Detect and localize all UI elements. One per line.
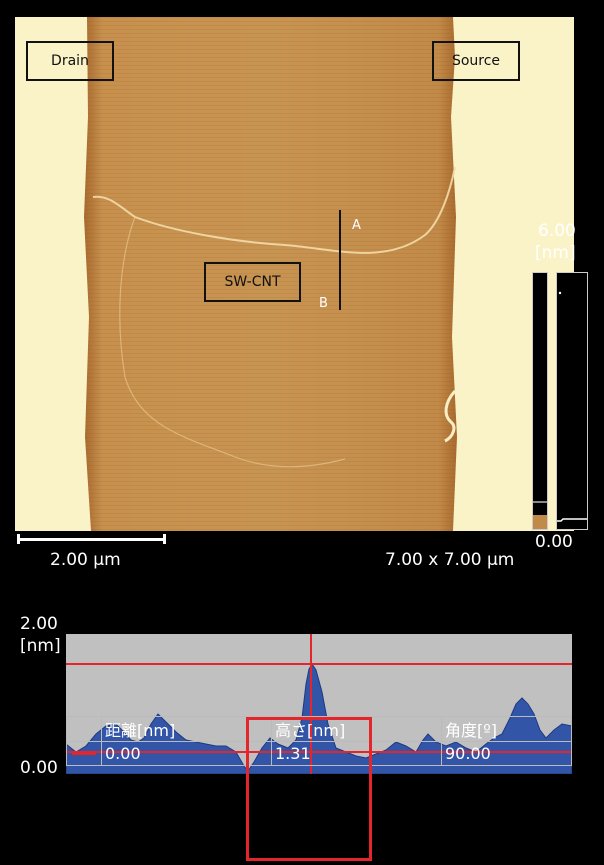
point-a-label: A xyxy=(352,218,361,233)
point-b-label: B xyxy=(319,296,328,311)
height-scale-unit: [nm] xyxy=(535,243,576,263)
nanotube-label: SW-CNT xyxy=(204,262,301,302)
line-color-swatch xyxy=(66,741,102,766)
scale-bar xyxy=(17,534,166,544)
cell-height: 1.31 xyxy=(271,741,442,766)
afm-topography-image xyxy=(15,17,574,531)
height-highlight-box xyxy=(246,717,372,861)
table-header-row: 距離[nm] 高さ[nm] 角度[º] xyxy=(66,716,572,742)
profile-y-max: 2.00 xyxy=(20,614,58,634)
profile-y-min: 0.00 xyxy=(20,758,58,778)
height-histogram xyxy=(556,272,588,530)
measurement-table: 距離[nm] 高さ[nm] 角度[º] 0.00 1.31 90.00 xyxy=(66,716,572,766)
col-angle-header: 角度[º] xyxy=(441,716,572,742)
height-scale-min: 0.00 xyxy=(535,532,573,552)
drain-label: Drain xyxy=(26,41,114,81)
col-height-header: 高さ[nm] xyxy=(271,716,442,742)
col-distance-header: 距離[nm] xyxy=(101,716,272,742)
table-row: 0.00 1.31 90.00 xyxy=(66,741,572,766)
height-color-scale xyxy=(532,272,548,530)
profile-line-marker xyxy=(339,210,341,310)
scale-bar-label: 2.00 μm xyxy=(50,550,121,570)
profile-y-unit: [nm] xyxy=(20,636,61,656)
height-scale-max: 6.00 xyxy=(538,221,576,241)
cell-angle: 90.00 xyxy=(441,741,572,766)
source-label: Source xyxy=(432,41,520,81)
image-size-label: 7.00 x 7.00 μm xyxy=(385,550,515,570)
